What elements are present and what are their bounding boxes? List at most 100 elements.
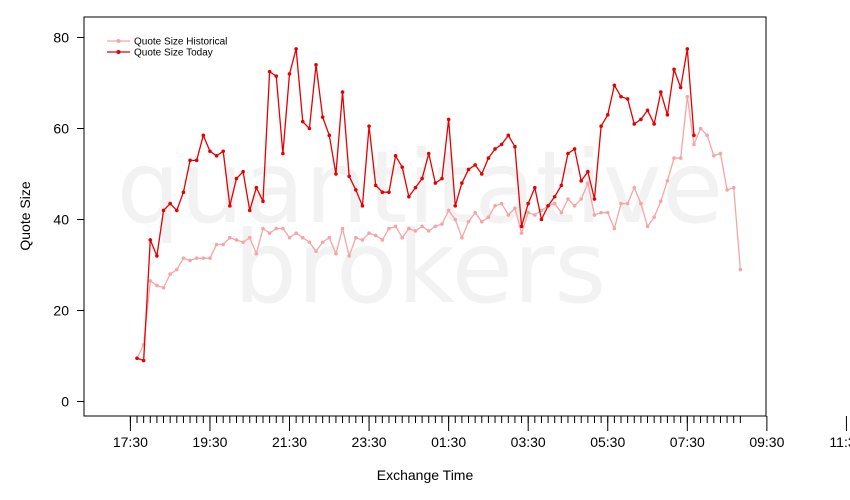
series-today [135, 47, 696, 363]
point-historical [612, 226, 617, 231]
point-today [354, 188, 358, 192]
point-historical [678, 156, 683, 160]
point-historical [632, 185, 637, 190]
point-today [453, 204, 458, 208]
point-today [148, 238, 153, 242]
point-today [586, 169, 590, 174]
point-historical [347, 254, 351, 258]
point-today [619, 94, 623, 99]
point-today [599, 124, 603, 129]
point-historical [572, 204, 577, 208]
point-historical [639, 201, 643, 206]
point-today [347, 174, 351, 179]
series-historical [135, 94, 743, 361]
y-axis: 0 20 40 60 80 [53, 30, 84, 410]
point-historical [373, 233, 378, 238]
point-historical [214, 242, 219, 247]
point-today [234, 176, 239, 181]
point-today [632, 122, 637, 126]
point-today [658, 90, 663, 94]
series-layer [135, 47, 743, 363]
point-historical [433, 224, 438, 229]
point-historical [161, 285, 166, 290]
point-today [300, 119, 305, 124]
point-today [413, 185, 418, 190]
point-historical [493, 204, 497, 208]
point-today [141, 358, 146, 363]
point-historical [294, 231, 298, 235]
point-historical [446, 208, 451, 213]
point-historical [400, 235, 405, 240]
point-historical [533, 213, 537, 217]
x-tick-label: 11:30 [829, 434, 850, 450]
point-today [267, 69, 272, 74]
point-historical [731, 185, 736, 190]
point-historical [267, 231, 272, 235]
point-today [672, 67, 676, 72]
point-today [367, 124, 371, 129]
point-today [685, 47, 690, 51]
point-today [241, 169, 245, 174]
point-today [506, 133, 511, 138]
point-historical [360, 238, 365, 242]
point-today [393, 154, 398, 158]
point-historical [566, 197, 570, 201]
point-historical [725, 188, 729, 192]
point-historical [665, 179, 670, 183]
point-today [473, 163, 477, 167]
point-historical [599, 210, 603, 215]
point-today [387, 190, 391, 194]
point-historical [314, 249, 318, 254]
point-historical [460, 235, 464, 240]
point-historical [221, 242, 226, 247]
point-today [533, 185, 537, 190]
point-historical [208, 256, 212, 260]
plot-frame [83, 16, 767, 417]
point-historical [367, 231, 371, 235]
point-historical [181, 256, 186, 260]
x-tick-label: 21:30 [272, 434, 307, 450]
legend-today-marker [116, 50, 121, 54]
point-today [161, 208, 166, 213]
point-historical [718, 151, 723, 156]
point-historical [413, 229, 418, 233]
point-historical [241, 240, 245, 245]
point-today [440, 176, 444, 181]
point-today [625, 97, 630, 101]
point-historical [334, 251, 338, 256]
legend-historical-label: Quote Size Historical [134, 37, 227, 48]
x-tick-label: 07:30 [670, 434, 705, 450]
point-historical [407, 226, 411, 231]
point-today [400, 165, 405, 169]
point-today [605, 113, 610, 117]
point-today [327, 133, 332, 138]
point-historical [247, 235, 252, 240]
point-historical [287, 235, 292, 240]
point-today [426, 151, 431, 156]
point-today [466, 167, 471, 172]
watermark-line1: quantitative [117, 129, 724, 246]
point-today [486, 156, 491, 160]
point-today [281, 151, 285, 156]
point-today [360, 204, 365, 208]
point-today [340, 90, 345, 94]
point-today [380, 190, 385, 194]
point-historical [473, 210, 477, 215]
point-historical [234, 238, 239, 242]
point-historical [645, 224, 650, 229]
point-today [194, 158, 199, 163]
x-tick-label: 17:30 [113, 434, 148, 450]
point-today [572, 147, 577, 151]
point-today [261, 199, 265, 204]
point-today [221, 149, 226, 154]
point-historical [453, 217, 458, 222]
point-today [552, 194, 557, 199]
point-historical [228, 235, 232, 240]
point-historical [440, 222, 444, 226]
point-today [433, 181, 438, 185]
x-axis: 17:30 19:30 21:30 23:30 01:30 03:30 05:30 07:30… [113, 416, 850, 450]
point-historical [586, 181, 590, 185]
point-historical [658, 199, 663, 204]
point-today [373, 183, 378, 188]
